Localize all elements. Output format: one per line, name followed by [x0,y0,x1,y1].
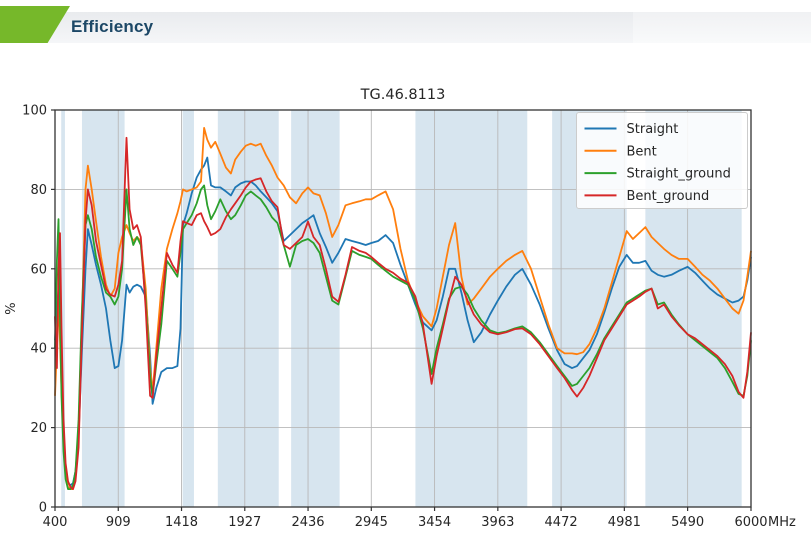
y-tick-label: 0 [39,501,47,516]
legend-label-bent: Bent [627,144,657,159]
x-tick-label: 2945 [355,515,388,530]
x-tick-label: 1418 [165,515,198,530]
y-tick-label: 60 [30,262,47,277]
series-line-bent_ground [54,136,752,491]
series-line-straight [54,156,752,487]
plot-border [54,109,752,508]
y-axis-label: % [4,302,19,314]
x-tick-label: 1927 [228,515,261,530]
x-tick-label: 6000 [734,515,767,530]
legend-label-straight_ground: Straight_ground [627,167,731,182]
chart-title: TG.46.8113 [360,87,446,103]
x-tick-label: 400 [43,515,68,530]
x-tick-label: 5490 [671,515,704,530]
section-header-bar-fade [633,12,811,43]
x-tick-label: 3454 [418,515,451,530]
x-tick-label: 4472 [545,515,578,530]
y-tick-label: 40 [30,342,47,357]
frequency-band-region [291,110,340,507]
legend-label-bent_ground: Bent_ground [627,189,710,204]
y-tick-label: 100 [22,104,47,119]
x-tick-label: 2436 [291,515,324,530]
frequency-band-region [61,110,65,507]
series-line-bent [54,127,752,491]
legend-box [576,112,748,209]
x-axis-unit-label: MHz [768,515,796,530]
y-tick-label: 80 [30,183,47,198]
x-tick-label: 4981 [608,515,641,530]
frequency-band-region [217,110,279,507]
section-title: Efficiency [71,17,154,36]
frequency-band-region [182,110,194,507]
legend-label-straight: Straight [627,122,679,137]
x-tick-label: 909 [106,515,131,530]
x-tick-label: 3963 [481,515,514,530]
series-line-straight_ground [54,184,752,491]
y-tick-label: 20 [30,421,47,436]
